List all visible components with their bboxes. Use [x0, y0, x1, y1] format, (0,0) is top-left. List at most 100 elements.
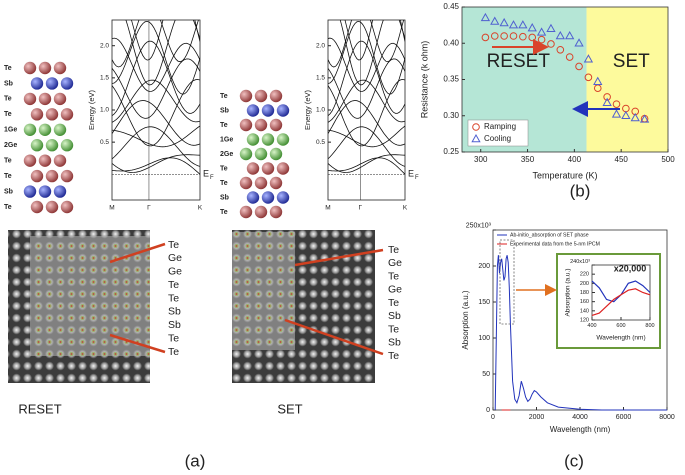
- atom: [269, 147, 283, 161]
- point: [536, 27, 547, 36]
- atom: [254, 176, 268, 190]
- layer-label: Te: [4, 158, 12, 165]
- atom: [23, 92, 37, 106]
- image-layer-label: Te: [168, 279, 179, 291]
- atom: [45, 200, 59, 214]
- image-layer-label: Te: [388, 270, 399, 282]
- y-tick-label: 0.5: [316, 139, 325, 146]
- image-layer-label: Sb: [168, 319, 181, 331]
- zoom-box: [499, 239, 515, 325]
- band-line: [339, 20, 405, 86]
- atom: [246, 104, 260, 117]
- x-tick-label: 0: [491, 414, 495, 421]
- x-tick-label: 800: [645, 323, 654, 329]
- x-tick-label: Γ: [359, 205, 363, 212]
- point: [565, 30, 575, 40]
- band-line: [112, 40, 200, 117]
- atom: [30, 200, 44, 214]
- atom: [53, 92, 67, 106]
- point: [555, 30, 565, 40]
- atom: [246, 133, 260, 146]
- y-tick-label: 160: [580, 299, 589, 305]
- atom: [261, 133, 275, 146]
- point: [556, 45, 565, 54]
- layer-label: 2Ge: [220, 151, 233, 158]
- inset-frame: [556, 253, 661, 349]
- atom: [261, 104, 275, 117]
- atom: [276, 104, 290, 117]
- y-tick-label: 200: [478, 263, 490, 270]
- atom: [60, 108, 74, 121]
- band-line: [328, 20, 405, 68]
- y-tick-label: 0.45: [443, 2, 459, 11]
- panel-label: (b): [570, 181, 591, 200]
- atom: [23, 123, 37, 136]
- panel-label: (c): [564, 451, 584, 470]
- band-line: [328, 79, 405, 123]
- band-line: [131, 20, 200, 61]
- band-line: [328, 20, 405, 95]
- y-tick-label: 250x10³: [466, 223, 492, 230]
- atom: [38, 123, 52, 136]
- image-layer-label: Ge: [168, 266, 182, 278]
- image-layer-label: Te: [388, 244, 399, 256]
- atom: [239, 89, 253, 103]
- layer-label: 1Ge: [4, 127, 17, 134]
- y-tick-label: 0.5: [100, 139, 109, 146]
- fermi-label: E: [203, 169, 209, 179]
- x-tick-label: 400: [587, 323, 596, 329]
- x-tick-label: 350: [521, 155, 535, 164]
- band-line: [328, 154, 405, 173]
- legend-marker: [472, 123, 480, 131]
- band-line: [328, 126, 405, 167]
- y-tick-label: 200: [580, 281, 589, 287]
- point: [519, 32, 527, 41]
- atom: [53, 123, 67, 136]
- y-tick-label: 120: [580, 317, 589, 323]
- atom: [239, 176, 253, 190]
- atom: [30, 108, 44, 121]
- atom: [261, 162, 275, 175]
- x-axis-label: Temperature (K): [532, 170, 597, 180]
- atom: [38, 92, 52, 106]
- pointer-line: [109, 242, 166, 264]
- layer-label: 1Ge: [220, 136, 233, 143]
- band-line: [112, 125, 200, 148]
- x-tick-label: K: [198, 205, 203, 212]
- pointer-line: [109, 333, 166, 354]
- band-line: [328, 58, 405, 119]
- atom: [30, 77, 44, 90]
- y-tick-label: 150: [478, 299, 490, 306]
- x-tick-label: 300: [474, 155, 488, 164]
- image-layer-label: Te: [388, 350, 399, 362]
- y-axis-label: Absorption (a.u.): [565, 268, 572, 316]
- point: [518, 20, 528, 29]
- atom: [254, 118, 268, 132]
- image-layer-label: Te: [388, 297, 399, 309]
- atom: [23, 154, 37, 167]
- image-layer-label: Te: [168, 332, 179, 344]
- x-tick-label: 600: [616, 323, 625, 329]
- y-axis-label: Energy (eV): [87, 89, 96, 130]
- y-axis-label: Absorption (a.u.): [461, 290, 470, 349]
- image-layer-label: Te: [168, 292, 179, 304]
- point: [603, 93, 611, 101]
- x-tick-label: 4000: [572, 414, 588, 421]
- legend-marker: [471, 133, 481, 143]
- image-layer-label: Te: [168, 239, 179, 251]
- atom: [246, 162, 260, 175]
- x-tick-label: M: [325, 205, 330, 212]
- caption: RESET: [18, 401, 61, 416]
- band-line: [112, 100, 200, 146]
- y-tick-label: 2.0: [316, 42, 325, 49]
- y-tick-label: 140: [580, 308, 589, 314]
- point: [584, 73, 593, 82]
- atom: [239, 118, 253, 132]
- fermi-subscript: F: [210, 175, 214, 181]
- band-line: [328, 125, 405, 148]
- point: [575, 62, 583, 71]
- atom: [60, 169, 74, 183]
- y-tick-label: 100: [478, 335, 490, 342]
- band-line: [344, 20, 405, 61]
- y-tick-label: 0.30: [443, 111, 459, 120]
